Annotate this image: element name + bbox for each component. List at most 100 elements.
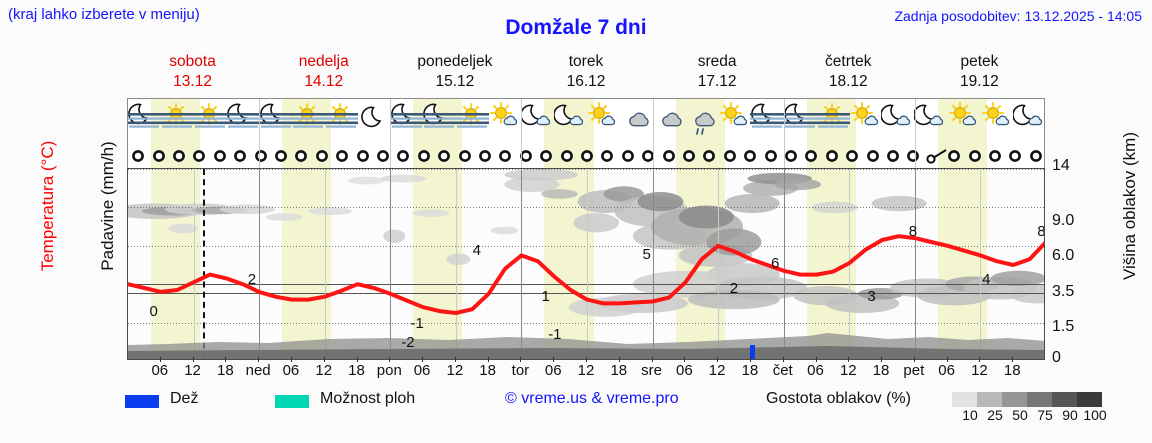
wind-calm-icon bbox=[783, 148, 799, 164]
day-date: 15.12 bbox=[435, 73, 475, 90]
wind-calm-icon bbox=[314, 148, 330, 164]
day-date: 13.12 bbox=[173, 73, 212, 90]
cloud-icon bbox=[619, 101, 653, 143]
wind-calm-icon bbox=[803, 148, 819, 164]
daylight-band bbox=[937, 169, 987, 359]
wind-calm-icon bbox=[293, 148, 309, 164]
wind-calm-icon bbox=[559, 148, 575, 164]
wind-calm-icon bbox=[232, 148, 248, 164]
day-header-nedelja: nedelja 14.12 bbox=[258, 52, 389, 92]
sun-cloud-icon bbox=[980, 101, 1014, 143]
wind-calm-icon bbox=[1007, 148, 1023, 164]
day-gridline bbox=[652, 169, 654, 359]
x-axis-tick bbox=[946, 357, 948, 362]
wind-calm-icon bbox=[742, 148, 758, 164]
wind-calm-icon bbox=[477, 148, 493, 164]
cloud-height-tick: 14 bbox=[1052, 157, 1070, 174]
day-date: 19.12 bbox=[960, 73, 999, 90]
x-axis-label: 18 bbox=[348, 362, 365, 379]
day-date: 17.12 bbox=[697, 73, 737, 90]
wind-calm-icon bbox=[661, 148, 677, 164]
wind-calm-icon bbox=[191, 148, 207, 164]
copyright-text: © vreme.us & vreme.pro bbox=[505, 390, 679, 407]
horizontal-gridline bbox=[128, 284, 1044, 286]
x-axis-label: 18 bbox=[872, 362, 890, 379]
wind-calm-icon bbox=[905, 148, 921, 164]
x-axis-tick bbox=[684, 357, 686, 362]
noon-gridline bbox=[587, 169, 588, 359]
moon-cloud-icon bbox=[552, 101, 588, 143]
wind-calm-icon bbox=[885, 148, 901, 164]
cloud-density-tick: 90 bbox=[1062, 407, 1078, 423]
current-time-marker bbox=[203, 169, 206, 359]
x-axis-label: 12 bbox=[315, 362, 333, 379]
cloud-height-tick: 9.0 bbox=[1052, 211, 1075, 229]
x-axis-tick bbox=[848, 357, 850, 362]
moon-cloud-icon bbox=[519, 101, 555, 143]
temperature-curve bbox=[128, 234, 1044, 315]
temperature-value-label: -1 bbox=[410, 314, 424, 332]
weather-icon-strip bbox=[127, 98, 1045, 144]
day-header-sobota: sobota 13.12 bbox=[127, 52, 258, 92]
wind-calm-icon bbox=[151, 148, 167, 164]
cloud-density-ramp-ticks: 10 25 50 75 90 100 bbox=[946, 407, 1116, 425]
cloud-drizzle-icon bbox=[685, 101, 719, 143]
sun-fog-icon bbox=[455, 101, 490, 143]
rain-bar bbox=[750, 344, 756, 359]
x-axis-tick bbox=[1012, 357, 1014, 362]
x-axis-tick bbox=[323, 357, 325, 362]
x-axis-tick bbox=[159, 357, 161, 362]
precipitation-axis-title: Padavine (mm/h) bbox=[98, 141, 117, 271]
x-axis-label: ned bbox=[245, 362, 271, 379]
x-axis-tick bbox=[520, 357, 522, 362]
wind-calm-icon bbox=[844, 148, 860, 164]
wind-calm-icon bbox=[987, 148, 1003, 164]
wind-calm-icon bbox=[273, 148, 289, 164]
x-axis-tick bbox=[225, 357, 227, 362]
x-axis-tick bbox=[586, 357, 587, 362]
daylight-band bbox=[150, 169, 201, 359]
day-separator bbox=[521, 144, 523, 168]
horizontal-gridline bbox=[128, 207, 1044, 209]
rain-legend-swatch bbox=[125, 395, 159, 408]
wind-calm-icon bbox=[722, 148, 738, 164]
wind-calm-icon bbox=[355, 148, 371, 164]
moon-fog-icon bbox=[225, 101, 260, 143]
x-axis-tick bbox=[651, 357, 653, 362]
cloud-density-tick: 25 bbox=[987, 407, 1003, 423]
x-axis-label: 18 bbox=[1003, 362, 1021, 379]
sun-fog-icon bbox=[160, 101, 195, 143]
wind-calm-icon bbox=[171, 148, 187, 164]
wind-calm-icon bbox=[538, 148, 554, 164]
daylight-band bbox=[937, 99, 987, 144]
noon-gridline bbox=[718, 169, 720, 359]
temperature-value-label: 4 bbox=[472, 241, 481, 259]
page-title: Domžale 7 dni bbox=[505, 16, 647, 39]
day-name: četrtek bbox=[825, 53, 872, 70]
temperature-value-label: 5 bbox=[642, 245, 651, 263]
x-axis-label: pon bbox=[376, 362, 402, 379]
forecast-plot: 0 2 -1 1 -2 4 -1 5 2 6 3 8 4 8 bbox=[127, 168, 1045, 360]
temperature-value-label: 4 bbox=[982, 270, 991, 288]
temperature-axis-title: Temperatura (°C) bbox=[38, 140, 57, 272]
x-axis-labels: 06 12 18 ned 06 12 18 pon 06 12 18 tor 06 12 18 sre 06 12… bbox=[127, 357, 1045, 384]
wind-calm-icon bbox=[701, 148, 717, 164]
cloud-density-ramp bbox=[952, 392, 1102, 407]
x-axis-label: 06 bbox=[807, 362, 824, 379]
temperature-value-label: 2 bbox=[247, 270, 257, 288]
wind-calm-icon bbox=[967, 148, 983, 164]
day-separator bbox=[783, 99, 785, 144]
x-axis-label: 12 bbox=[839, 362, 857, 379]
temperature-value-label: -2 bbox=[401, 334, 415, 352]
day-name: torek bbox=[568, 53, 604, 70]
moon-fog-icon bbox=[750, 101, 785, 143]
wind-calm-icon bbox=[681, 148, 697, 164]
cloud-density-tick: 75 bbox=[1037, 407, 1053, 423]
temperature-value-label: 1 bbox=[541, 288, 550, 306]
day-separator bbox=[521, 99, 523, 144]
cloud-density-swatch bbox=[1052, 392, 1077, 407]
wind-calm-icon bbox=[253, 148, 269, 164]
day-separator bbox=[259, 99, 261, 144]
wind-calm-icon bbox=[824, 148, 840, 164]
temperature-value-label: 8 bbox=[908, 222, 918, 240]
